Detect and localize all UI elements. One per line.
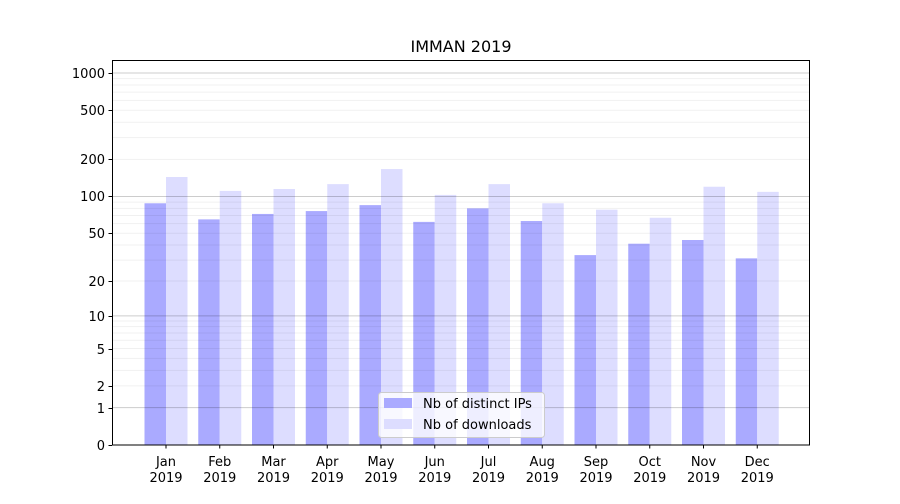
x-tick-label: Apr [316, 455, 339, 470]
x-tick-label: 2019 [418, 471, 451, 486]
y-tick-label: 5 [97, 343, 105, 358]
x-tick-label: May [368, 455, 395, 470]
x-tick-label: Sep [584, 455, 609, 470]
bar-ips-1 [198, 219, 220, 445]
bar-downloads-6 [488, 184, 510, 445]
x-tick-label: 2019 [633, 471, 666, 486]
x-tick-label: 2019 [579, 471, 612, 486]
x-tick-label: 2019 [741, 471, 774, 486]
bar-downloads-2 [273, 189, 295, 445]
grid [112, 72, 810, 409]
bar-ips-9 [628, 243, 650, 445]
x-tick-label: Dec [745, 455, 770, 470]
chart-title: IMMAN 2019 [410, 37, 511, 56]
legend-swatch [384, 419, 412, 429]
x-tick-label: Aug [530, 455, 555, 470]
legend-label: Nb of distinct IPs [423, 397, 532, 412]
legend: Nb of distinct IPs Nb of downloads [378, 392, 545, 438]
bar-downloads-9 [649, 217, 672, 445]
x-tick-label: Oct [639, 455, 661, 470]
x-tick-label: 2019 [526, 471, 559, 486]
y-tick-label: 200 [80, 153, 105, 168]
x-tick-label: Nov [691, 455, 717, 470]
plot-frame [112, 60, 810, 446]
y-tick-label: 1000 [72, 67, 105, 82]
legend-box [378, 392, 545, 438]
x-tick-label: 2019 [257, 471, 290, 486]
bar-ips-0 [144, 203, 166, 445]
bar-downloads-7 [542, 203, 564, 445]
y-tick-label: 2 [97, 380, 105, 395]
bar-ips-7 [520, 221, 543, 445]
x-tick-label: 2019 [203, 471, 236, 486]
bar-ips-6 [467, 208, 489, 445]
y-tick-label: 20 [88, 275, 105, 290]
x-tick-label: 2019 [364, 471, 397, 486]
x-tick-label: 2019 [149, 471, 182, 486]
bar-downloads-3 [327, 184, 349, 445]
y-axis: 0 1 2 5 10 20 50 100 200 500 1000 [72, 67, 112, 454]
bar-downloads-5 [434, 194, 457, 445]
bar-ips-4 [359, 205, 381, 445]
x-tick-label: 2019 [687, 471, 720, 486]
x-tick-label: Mar [261, 455, 286, 470]
bar-downloads-11 [757, 191, 779, 445]
y-tick-label: 10 [88, 310, 105, 325]
bar-downloads-0 [166, 176, 188, 446]
bar-ips-5 [413, 221, 435, 445]
bar-ips-3 [305, 211, 328, 445]
x-axis: Jan2019Feb2019Mar2019Apr2019May2019Jun20… [149, 445, 774, 486]
bar-downloads-1 [219, 190, 242, 445]
bar-ips-10 [682, 240, 704, 445]
x-tick-label: 2019 [311, 471, 344, 486]
y-tick-label: 100 [80, 190, 105, 205]
bars [144, 169, 779, 446]
bar-downloads-10 [703, 186, 725, 445]
legend-label: Nb of downloads [423, 418, 532, 433]
bar-ips-11 [735, 258, 758, 445]
bar-downloads-4 [381, 169, 403, 445]
y-tick-label: 0 [97, 439, 105, 454]
x-tick-label: 2019 [472, 471, 505, 486]
x-tick-label: Jun [424, 455, 445, 470]
x-tick-label: Jul [480, 455, 497, 470]
x-tick-label: Jan [155, 455, 176, 470]
bar-ips-8 [574, 255, 596, 445]
y-tick-label: 50 [88, 227, 105, 242]
legend-swatch [384, 398, 412, 408]
x-tick-label: Feb [208, 455, 231, 470]
bar-ips-2 [252, 213, 274, 445]
y-tick-label: 1 [97, 402, 105, 417]
y-tick-label: 500 [80, 104, 105, 119]
bar-downloads-8 [596, 209, 618, 445]
